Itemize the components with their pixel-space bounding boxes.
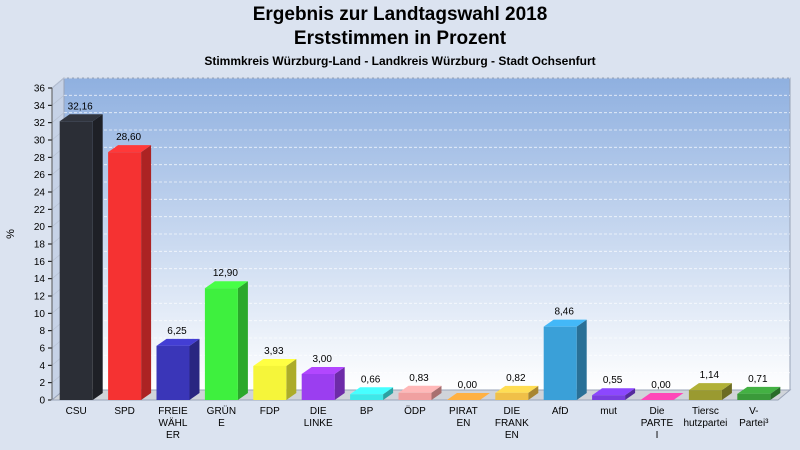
bar: [59, 114, 103, 400]
y-tick-label: 20: [34, 222, 46, 233]
y-tick-label: 34: [34, 101, 46, 112]
x-tick-label: V-Partei³: [739, 406, 769, 429]
data-label: 0,55: [603, 375, 623, 386]
x-tick-label: AfD: [552, 406, 569, 417]
y-tick-label: 18: [34, 240, 46, 251]
x-tick-label: FDP: [260, 406, 280, 417]
data-label: 3,93: [264, 346, 284, 357]
y-tick-label: 10: [34, 309, 46, 320]
y-tick-label: 8: [39, 326, 45, 337]
data-label: 0,66: [361, 374, 381, 385]
x-tick-label: PIRAT EN: [449, 406, 478, 429]
y-tick-label: 36: [34, 84, 46, 95]
x-tick-label: SPD: [114, 406, 135, 417]
data-label: 1,14: [700, 370, 720, 381]
y-tick-label: 32: [34, 118, 46, 129]
bar: [350, 387, 394, 400]
y-tick-label: 30: [34, 136, 46, 147]
chart-region-subtitle: Stimmkreis Würzburg-Land - Landkreis Wür…: [204, 54, 596, 68]
chart-subtitle: Erststimmen in Prozent: [293, 28, 507, 49]
bar: [301, 367, 345, 400]
y-tick-label: 12: [34, 292, 46, 303]
data-label: 3,00: [312, 354, 332, 365]
y-tick-label: 4: [39, 361, 45, 372]
bar: [737, 386, 781, 400]
y-tick-label: 14: [34, 274, 46, 285]
data-label: 6,25: [167, 326, 187, 337]
data-label: 0,71: [748, 374, 768, 385]
bar: [592, 388, 636, 400]
x-tick-label: DIE FRANK EN: [495, 406, 529, 441]
bar: [446, 393, 490, 400]
x-tick-label: DIE LINKE: [304, 406, 333, 429]
bar: [640, 393, 684, 400]
grid-line-side: [51, 112, 65, 123]
y-tick-label: 2: [39, 378, 45, 389]
data-label: 0,83: [409, 373, 429, 384]
data-label: 0,00: [651, 380, 671, 391]
x-tick-label: Tiersc hutzpartei: [683, 406, 727, 429]
x-tick-label: CSU: [66, 406, 87, 417]
x-tick-label: ÖDP: [404, 405, 426, 417]
data-label: 12,90: [213, 268, 238, 279]
data-label: 28,60: [116, 132, 141, 143]
bar: [108, 145, 152, 400]
chart-title: Ergebnis zur Landtagswahl 2018: [252, 4, 548, 25]
y-tick-label: 6: [39, 344, 45, 355]
data-label: 32,16: [68, 101, 93, 112]
bar: [688, 383, 732, 400]
bar: [253, 358, 297, 400]
x-tick-label: FREIE WÄHL ER: [158, 406, 188, 441]
bar: [398, 385, 442, 400]
grid-line-side: [51, 77, 65, 89]
y-tick-label: 26: [34, 170, 46, 181]
data-label: 8,46: [554, 307, 574, 318]
grid-line-side: [51, 95, 65, 106]
bar: [495, 385, 539, 400]
x-tick-label: BP: [360, 406, 374, 417]
y-tick-label: 24: [34, 188, 46, 199]
bar: [156, 338, 200, 400]
data-label: 0,00: [458, 380, 478, 391]
x-tick-label: Die PARTE I: [641, 406, 674, 441]
data-label: 0,82: [506, 373, 526, 384]
y-tick-label: 16: [34, 257, 46, 268]
x-tick-label: GRÜN E: [207, 405, 236, 429]
y-tick-label: 0: [39, 396, 45, 407]
x-tick-label: mut: [600, 406, 617, 417]
bar: [543, 319, 587, 400]
y-tick-label: 22: [34, 205, 46, 216]
y-tick-label: 28: [34, 153, 46, 164]
bar: [204, 281, 248, 400]
